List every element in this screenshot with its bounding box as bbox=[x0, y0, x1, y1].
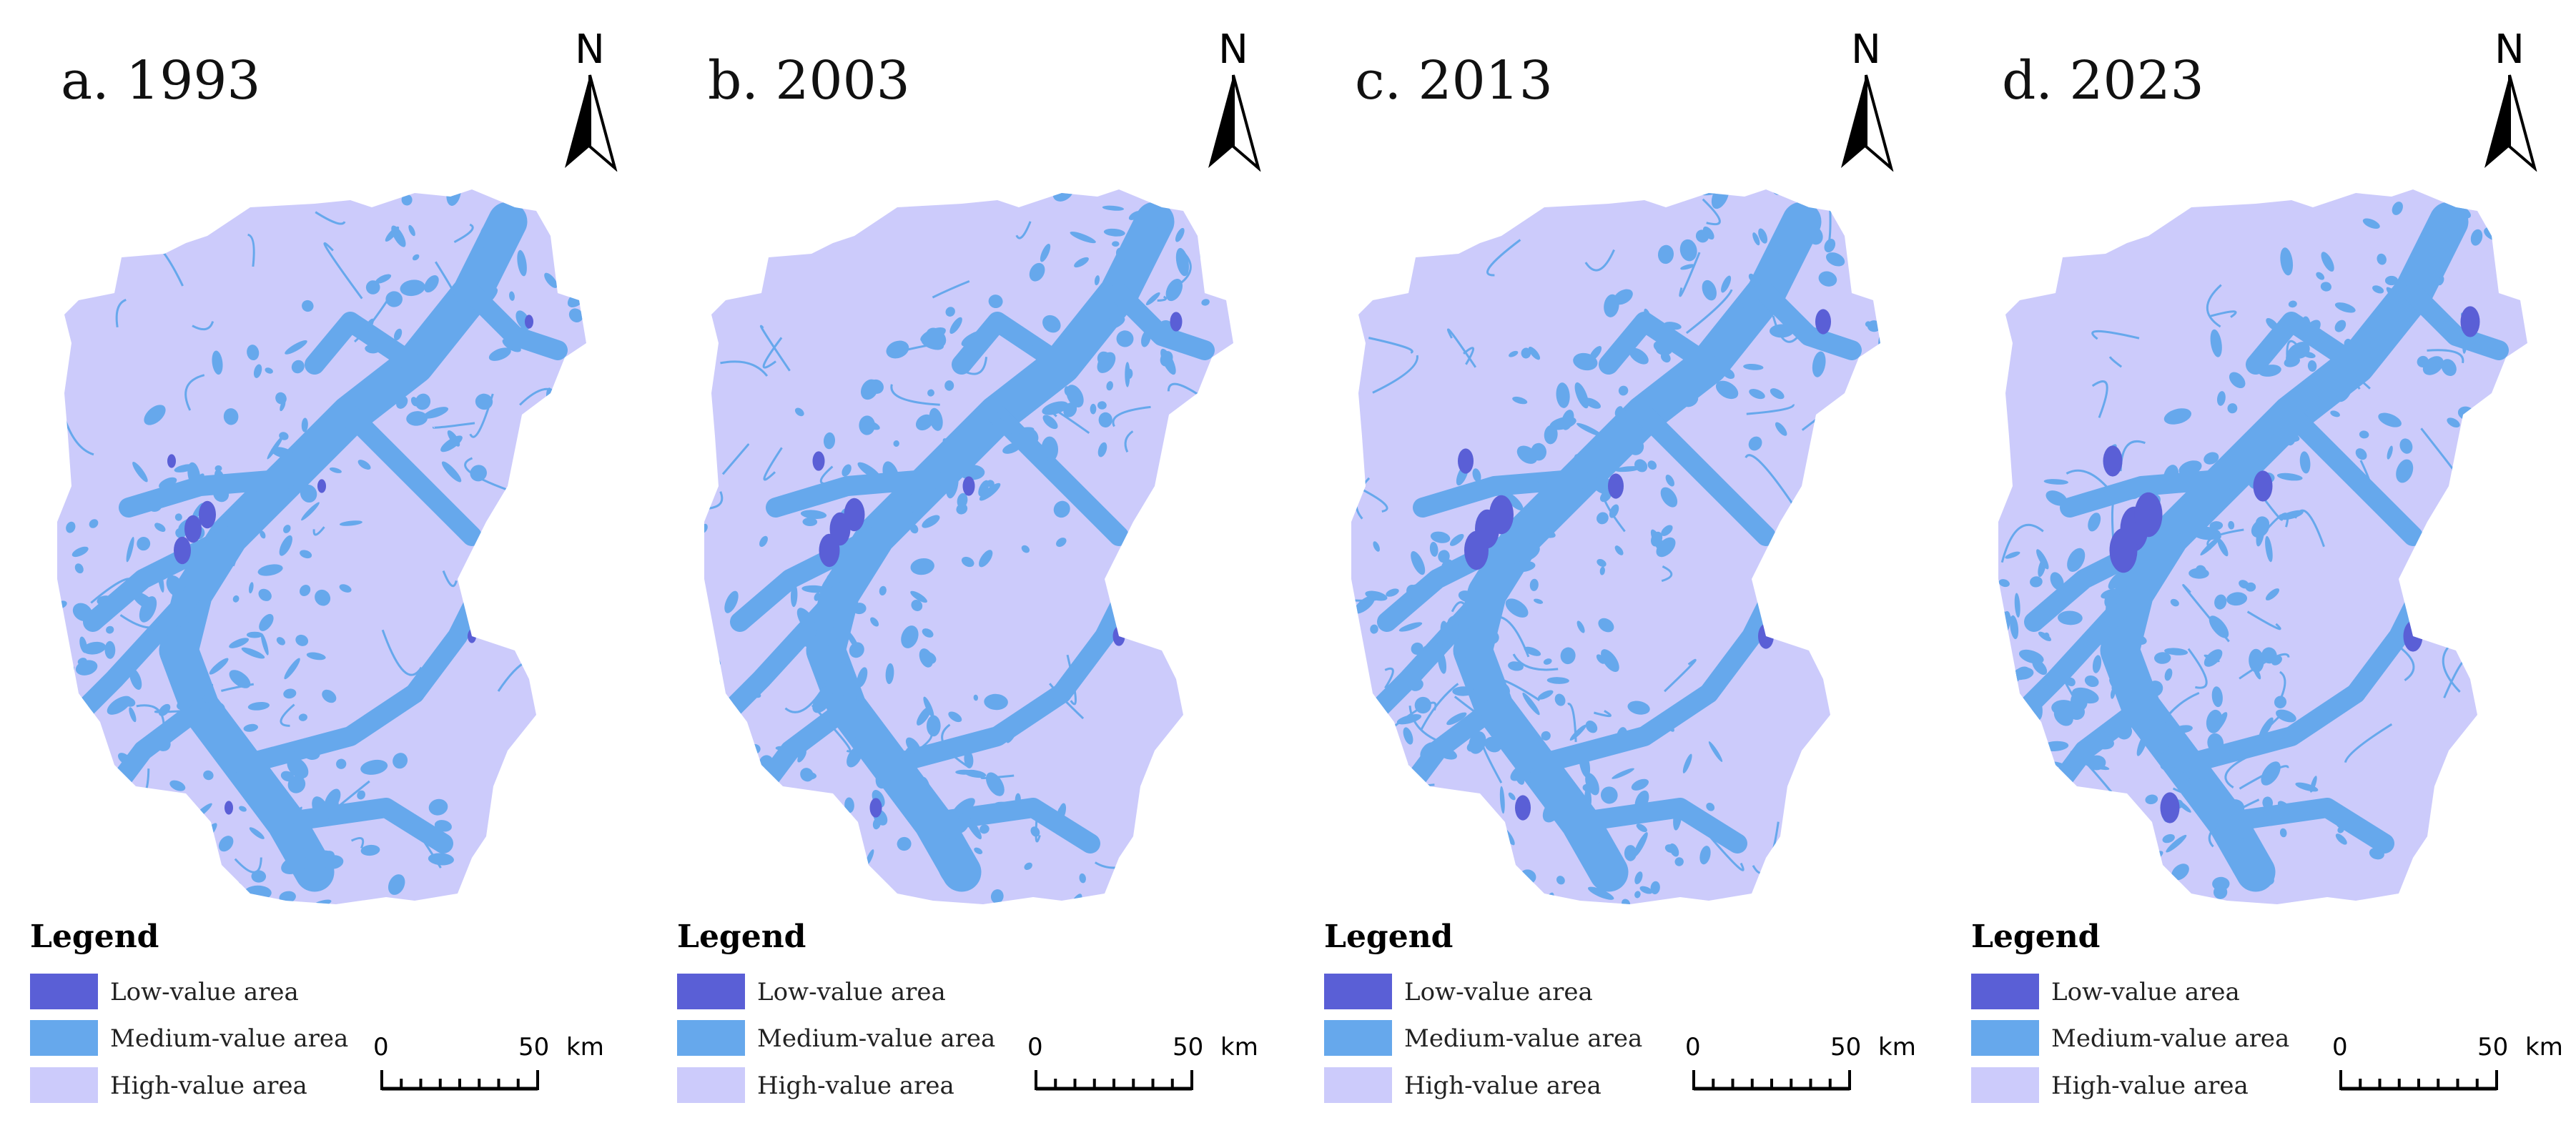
legend-swatch bbox=[677, 1020, 745, 1056]
legend-swatch bbox=[677, 974, 745, 1009]
map-panel: a. 1993 N Legend Low-value area Medium-value… bbox=[0, 0, 643, 1128]
legend-title: Legend bbox=[30, 919, 159, 955]
region-map bbox=[57, 189, 586, 904]
scale-unit-label: km bbox=[566, 1033, 604, 1062]
legend-label: Low-value area bbox=[757, 978, 946, 1006]
scale-end-label: 50 bbox=[518, 1033, 550, 1062]
panel-title: a. 1993 bbox=[61, 50, 261, 112]
legend-label: Medium-value area bbox=[110, 1024, 349, 1053]
legend-swatch bbox=[1324, 974, 1392, 1009]
scale-end-label: 50 bbox=[2477, 1033, 2509, 1062]
panel-title: b. 2003 bbox=[708, 50, 910, 112]
legend-label: High-value area bbox=[2051, 1072, 2249, 1100]
scale-bar: 0 50 km bbox=[1685, 1033, 1916, 1097]
legend-swatch bbox=[30, 1020, 98, 1056]
north-label: N bbox=[1851, 26, 1881, 73]
legend-swatch bbox=[1324, 1067, 1392, 1103]
legend-label: Low-value area bbox=[1404, 978, 1593, 1006]
legend-label: Medium-value area bbox=[757, 1024, 996, 1053]
legend-swatch bbox=[1324, 1020, 1392, 1056]
scale-start-label: 0 bbox=[373, 1033, 389, 1062]
legend-swatch bbox=[1971, 1020, 2039, 1056]
map-panel: d. 2023 N Legend Low-value area Medium-value… bbox=[1941, 0, 2576, 1128]
legend-label: Low-value area bbox=[2051, 978, 2240, 1006]
scale-end-label: 50 bbox=[1830, 1033, 1862, 1062]
map-panel: c. 2013 N Legend Low-value area Medium-value… bbox=[1294, 0, 1938, 1128]
legend-swatch bbox=[1971, 1067, 2039, 1103]
scale-start-label: 0 bbox=[2332, 1033, 2348, 1062]
legend-swatch bbox=[677, 1067, 745, 1103]
panel-title: d. 2023 bbox=[2002, 50, 2204, 112]
scale-end-label: 50 bbox=[1173, 1033, 1204, 1062]
scale-start-label: 0 bbox=[1685, 1033, 1701, 1062]
region-map bbox=[704, 189, 1233, 904]
legend-title: Legend bbox=[677, 919, 806, 955]
scale-bar: 0 50 km bbox=[2332, 1033, 2563, 1097]
scale-unit-label: km bbox=[1878, 1033, 1916, 1062]
north-label: N bbox=[575, 26, 605, 73]
legend-label: Medium-value area bbox=[2051, 1024, 2290, 1053]
north-label: N bbox=[1218, 26, 1248, 73]
map-panel: b. 2003 N Legend Low-value area Medium-value… bbox=[647, 0, 1291, 1128]
region-map bbox=[1351, 189, 1880, 904]
scale-unit-label: km bbox=[1220, 1033, 1258, 1062]
scale-start-label: 0 bbox=[1027, 1033, 1043, 1062]
north-arrow-icon: N bbox=[2470, 29, 2549, 179]
legend-label: High-value area bbox=[1404, 1072, 1602, 1100]
scale-bar: 0 50 km bbox=[373, 1033, 604, 1097]
panel-title: c. 2013 bbox=[1355, 50, 1553, 112]
legend-swatch bbox=[1971, 974, 2039, 1009]
high-value-region bbox=[1998, 189, 2527, 904]
legend-label: High-value area bbox=[757, 1072, 954, 1100]
north-label: N bbox=[2494, 26, 2525, 73]
legend-label: Low-value area bbox=[110, 978, 299, 1006]
medium-value-network bbox=[1351, 189, 1880, 904]
scale-unit-label: km bbox=[2525, 1033, 2563, 1062]
legend-label: High-value area bbox=[110, 1072, 307, 1100]
medium-value-network bbox=[57, 189, 586, 904]
legend-swatch bbox=[30, 974, 98, 1009]
north-arrow-icon: N bbox=[551, 29, 629, 179]
legend-swatch bbox=[30, 1067, 98, 1103]
region-map bbox=[1998, 189, 2527, 904]
legend-title: Legend bbox=[1324, 919, 1454, 955]
scale-bar: 0 50 km bbox=[1027, 1033, 1258, 1097]
legend-label: Medium-value area bbox=[1404, 1024, 1643, 1053]
high-value-region bbox=[57, 189, 586, 904]
north-arrow-icon: N bbox=[1827, 29, 1905, 179]
legend-title: Legend bbox=[1971, 919, 2101, 955]
north-arrow-icon: N bbox=[1194, 29, 1273, 179]
